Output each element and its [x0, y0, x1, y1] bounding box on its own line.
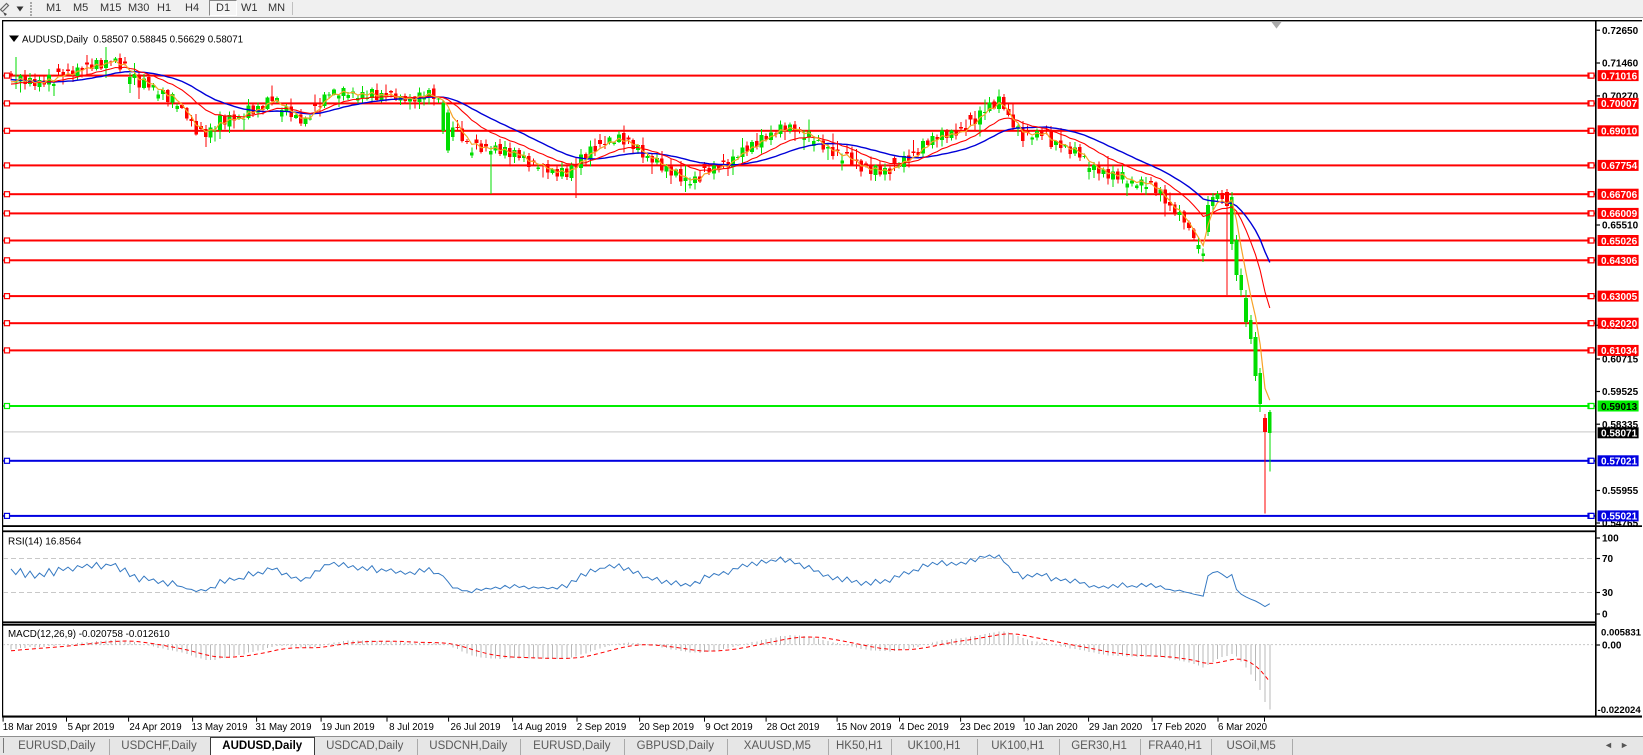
svg-text:6 Mar 2020: 6 Mar 2020 [1218, 722, 1268, 733]
svg-text:0.64306: 0.64306 [1601, 256, 1638, 267]
svg-text:0.00: 0.00 [1602, 641, 1622, 652]
svg-text:15 Nov 2019: 15 Nov 2019 [837, 722, 892, 733]
svg-text:0.54765: 0.54765 [1602, 519, 1639, 530]
svg-text:MACD(12,26,9) -0.020758 -0.012: MACD(12,26,9) -0.020758 -0.012610 [8, 629, 170, 640]
svg-text:0.70007: 0.70007 [1601, 99, 1638, 110]
svg-text:0.71460: 0.71460 [1602, 59, 1639, 70]
svg-text:19 Jun 2019: 19 Jun 2019 [321, 722, 374, 733]
svg-text:10 Jan 2020: 10 Jan 2020 [1024, 722, 1078, 733]
svg-text:AUDUSD,Daily 0.58507 0.58845: AUDUSD,Daily 0.58507 0.58845 0.56629 0.5… [22, 35, 243, 46]
svg-text:0.66706: 0.66706 [1601, 190, 1638, 201]
svg-text:0.57021: 0.57021 [1601, 457, 1638, 468]
svg-text:RSI(14) 16.8564: RSI(14) 16.8564 [8, 537, 82, 548]
svg-text:29 Jan 2020: 29 Jan 2020 [1089, 722, 1143, 733]
svg-text:-0.022024: -0.022024 [1598, 705, 1642, 716]
svg-text:9 Oct 2019: 9 Oct 2019 [705, 722, 752, 733]
svg-text:28 Oct 2019: 28 Oct 2019 [767, 722, 820, 733]
svg-text:0.60715: 0.60715 [1602, 355, 1639, 366]
svg-text:100: 100 [1602, 534, 1619, 545]
svg-text:0.55021: 0.55021 [1601, 512, 1638, 523]
svg-text:26 Jul 2019: 26 Jul 2019 [450, 722, 500, 733]
svg-text:23 Dec 2019: 23 Dec 2019 [960, 722, 1015, 733]
svg-text:2 Sep 2019: 2 Sep 2019 [577, 722, 627, 733]
svg-text:0.58071: 0.58071 [1601, 429, 1638, 440]
svg-text:24 Apr 2019: 24 Apr 2019 [129, 722, 181, 733]
svg-text:0.69010: 0.69010 [1601, 127, 1638, 138]
svg-text:0.72650: 0.72650 [1602, 26, 1639, 37]
svg-text:17 Feb 2020: 17 Feb 2020 [1152, 722, 1207, 733]
svg-text:30: 30 [1602, 588, 1614, 599]
svg-text:0.55955: 0.55955 [1602, 486, 1639, 497]
svg-text:18 Mar 2019: 18 Mar 2019 [3, 722, 57, 733]
svg-text:31 May 2019: 31 May 2019 [255, 722, 311, 733]
svg-text:0.71016: 0.71016 [1601, 71, 1638, 82]
svg-text:0.66009: 0.66009 [1601, 209, 1638, 220]
svg-text:0.65026: 0.65026 [1601, 236, 1638, 247]
svg-text:0.67754: 0.67754 [1601, 161, 1638, 172]
svg-text:20 Sep 2019: 20 Sep 2019 [639, 722, 694, 733]
svg-text:0.58335: 0.58335 [1602, 420, 1639, 431]
svg-text:14 Aug 2019: 14 Aug 2019 [512, 722, 566, 733]
svg-text:0.70270: 0.70270 [1602, 92, 1639, 103]
svg-text:0.59525: 0.59525 [1602, 387, 1639, 398]
svg-text:0.62020: 0.62020 [1601, 319, 1638, 330]
svg-text:0.63005: 0.63005 [1601, 292, 1638, 303]
svg-text:4 Dec 2019: 4 Dec 2019 [899, 722, 949, 733]
svg-text:8 Jul 2019: 8 Jul 2019 [389, 722, 434, 733]
svg-text:0.59013: 0.59013 [1601, 402, 1638, 413]
svg-text:0: 0 [1602, 610, 1608, 621]
svg-text:13 May 2019: 13 May 2019 [191, 722, 247, 733]
svg-text:0.61034: 0.61034 [1601, 346, 1638, 357]
svg-text:0.005831: 0.005831 [1601, 628, 1642, 639]
svg-text:70: 70 [1602, 554, 1614, 565]
svg-text:5 Apr 2019: 5 Apr 2019 [68, 722, 115, 733]
svg-text:0.65510: 0.65510 [1602, 221, 1639, 232]
